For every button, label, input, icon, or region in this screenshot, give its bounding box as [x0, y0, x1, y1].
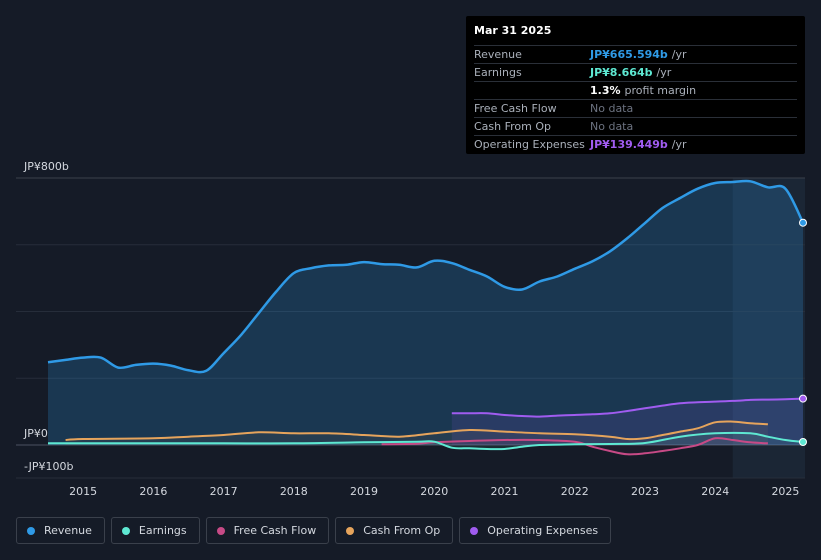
legend-dot-icon: [121, 526, 130, 535]
y-axis-zero-label: JP¥0: [23, 427, 48, 440]
earnings-area: [48, 432, 803, 450]
earnings-line: [48, 431, 804, 451]
x-tick-label: 2023: [631, 485, 659, 498]
earnings-endpoint: [799, 437, 807, 446]
legend-label: Revenue: [44, 524, 92, 537]
revenue-line: [47, 179, 805, 374]
revenue-area: [48, 180, 803, 446]
legend-dot-icon: [27, 526, 35, 535]
tooltip-row-label: Operating Expenses: [474, 138, 585, 151]
x-tick-label: 2022: [561, 485, 589, 498]
tooltip-row-suffix: profit margin: [624, 84, 697, 97]
tooltip-row-label: Revenue: [474, 48, 522, 61]
legend-label: Cash From Op: [363, 524, 441, 537]
legend-item-earnings[interactable]: Earnings: [110, 517, 200, 544]
cash-from-op-line: [65, 420, 768, 441]
tooltip-row-value: No data: [590, 102, 634, 115]
x-tick-label: 2024: [701, 485, 729, 498]
operating-expenses-line: [451, 397, 804, 418]
tooltip-row: Earnings JP¥8.664b/yr: [474, 64, 797, 82]
tooltip-row-label: Earnings: [474, 66, 522, 79]
forecast-highlight-band: [732, 178, 805, 478]
tooltip-row-label: Free Cash Flow: [474, 102, 557, 115]
legend-dot-icon: [470, 526, 479, 535]
legend-item-cash-from-op[interactable]: Cash From Op: [335, 517, 454, 544]
revenue-endpoint: [799, 218, 807, 227]
legend-dot-icon: [216, 526, 225, 535]
x-tick-label: 2017: [210, 485, 238, 498]
y-axis-bottom-label: -JP¥100b: [24, 460, 73, 473]
data-tooltip: Mar 31 2025 Revenue JP¥665.594b/yr Earning…: [466, 16, 805, 154]
tooltip-row: Free Cash Flow No data: [474, 100, 797, 118]
tooltip-row-suffix: /yr: [671, 48, 687, 61]
x-tick-label: 2018: [280, 485, 308, 498]
x-tick-label: 2021: [491, 485, 519, 498]
tooltip-row-suffix: /yr: [671, 138, 687, 151]
tooltip-row: Cash From Op No data: [474, 118, 797, 136]
tooltip-row-value: JP¥139.449b: [590, 138, 668, 151]
legend-label: Operating Expenses: [487, 524, 599, 537]
legend-item-revenue[interactable]: Revenue: [16, 517, 105, 544]
legend-item-free-cash-flow[interactable]: Free Cash Flow: [205, 517, 330, 544]
legend-label: Free Cash Flow: [233, 524, 317, 537]
cash-from-op-area: [65, 421, 768, 445]
tooltip-row-label: [474, 82, 590, 99]
tooltip-row-label: Cash From Op: [474, 120, 552, 133]
tooltip-row-value: No data: [590, 120, 634, 133]
chart-legend: Revenue Earnings Free Cash Flow Cash From O…: [16, 517, 617, 544]
x-tick-label: 2015: [69, 485, 97, 498]
free-cash-flow-area: [381, 438, 768, 455]
tooltip-row: Revenue JP¥665.594b/yr: [474, 46, 797, 64]
tooltip-row: Operating Expenses JP¥139.449b/yr: [474, 136, 797, 153]
x-tick-label: 2016: [139, 485, 167, 498]
tooltip-row: 1.3% profit margin: [474, 82, 797, 100]
tooltip-date: Mar 31 2025: [474, 23, 797, 46]
x-tick-label: 2020: [420, 485, 448, 498]
free-cash-flow-line: [381, 437, 768, 456]
legend-item-operating-expenses[interactable]: Operating Expenses: [459, 517, 612, 544]
operating-expenses-endpoint: [799, 394, 807, 403]
x-tick-label: 2025: [771, 485, 799, 498]
tooltip-row-value: JP¥8.664b: [590, 66, 653, 79]
legend-dot-icon: [346, 526, 355, 535]
x-tick-label: 2019: [350, 485, 378, 498]
tooltip-row-value: JP¥665.594b: [590, 48, 668, 61]
legend-label: Earnings: [138, 524, 187, 537]
tooltip-row-suffix: /yr: [656, 66, 672, 79]
tooltip-row-value: 1.3%: [590, 84, 621, 97]
y-axis-top-label: JP¥800b: [23, 160, 69, 173]
